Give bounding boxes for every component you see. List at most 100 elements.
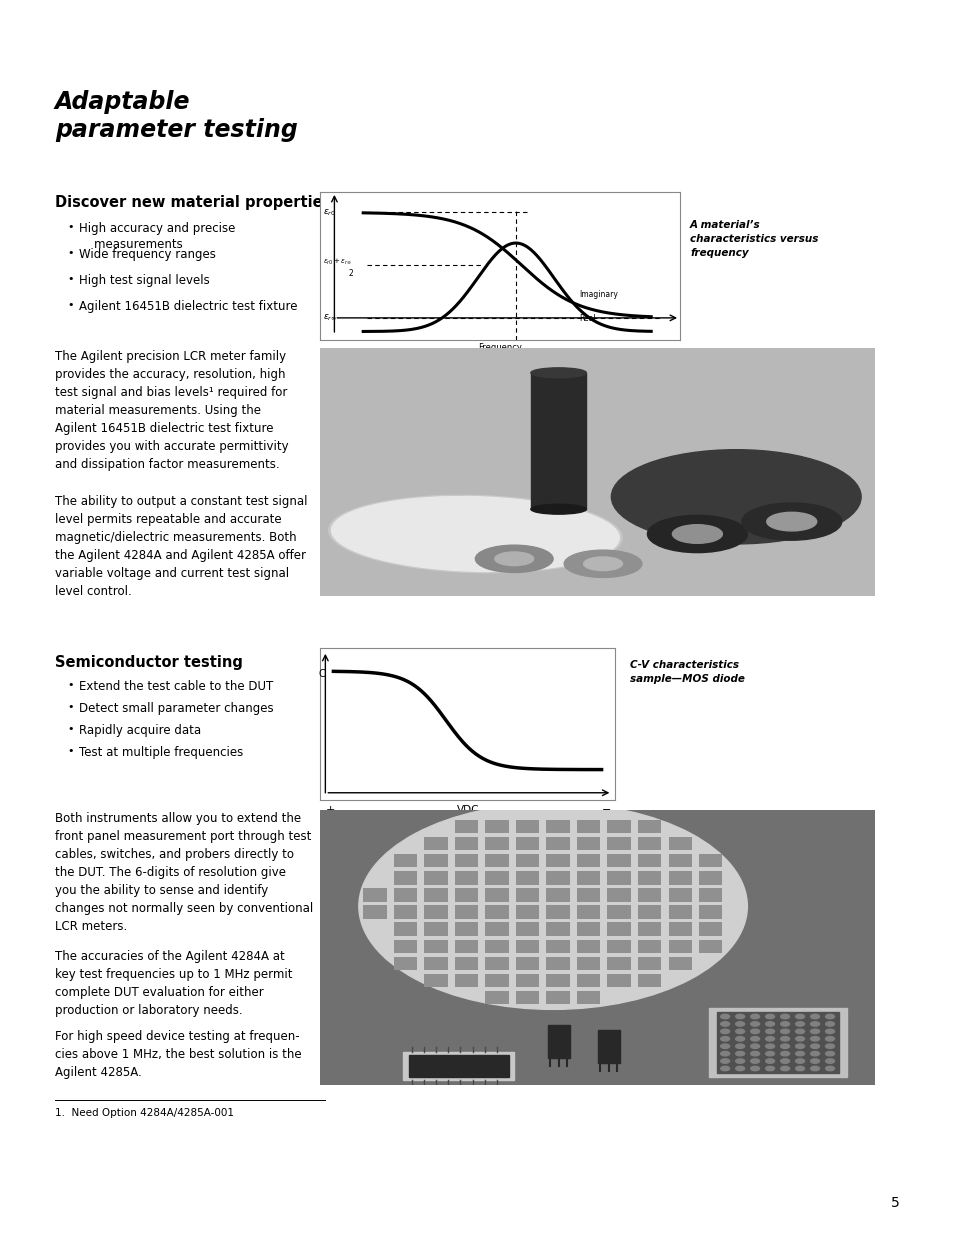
Ellipse shape xyxy=(583,557,621,571)
Bar xyxy=(607,923,630,936)
Bar xyxy=(455,855,477,867)
Bar xyxy=(516,837,538,851)
Bar xyxy=(699,888,721,902)
Bar xyxy=(638,820,660,834)
Text: For high speed device testing at frequen-
cies above 1 MHz, the best solution is: For high speed device testing at frequen… xyxy=(55,1030,301,1079)
Bar xyxy=(455,872,477,884)
Bar xyxy=(455,973,477,987)
Circle shape xyxy=(735,1021,743,1026)
Circle shape xyxy=(765,1036,774,1041)
Text: •: • xyxy=(67,680,73,690)
Bar xyxy=(607,905,630,919)
Ellipse shape xyxy=(475,545,553,573)
Ellipse shape xyxy=(495,552,533,566)
Bar xyxy=(577,905,599,919)
Circle shape xyxy=(765,1058,774,1063)
Bar xyxy=(577,872,599,884)
Bar xyxy=(546,855,569,867)
Circle shape xyxy=(810,1066,819,1071)
Circle shape xyxy=(824,1066,834,1071)
Bar xyxy=(516,957,538,969)
Bar xyxy=(638,957,660,969)
Text: Test at multiple frequencies: Test at multiple frequencies xyxy=(79,746,243,760)
Circle shape xyxy=(810,1058,819,1063)
Bar xyxy=(577,923,599,936)
Bar xyxy=(638,855,660,867)
Ellipse shape xyxy=(611,450,861,543)
Bar xyxy=(716,1013,838,1073)
Bar xyxy=(638,973,660,987)
Text: Extend the test cable to the DUT: Extend the test cable to the DUT xyxy=(79,680,273,693)
Bar xyxy=(668,888,691,902)
Circle shape xyxy=(795,1066,803,1071)
Text: Detect small parameter changes: Detect small parameter changes xyxy=(79,701,274,715)
Circle shape xyxy=(720,1066,729,1071)
Bar xyxy=(485,940,508,952)
Circle shape xyxy=(810,1036,819,1041)
Ellipse shape xyxy=(358,803,746,1009)
Text: $\varepsilon_{r0}$: $\varepsilon_{r0}$ xyxy=(322,207,335,217)
Circle shape xyxy=(750,1014,759,1019)
Bar xyxy=(455,905,477,919)
Text: Wide frequency ranges: Wide frequency ranges xyxy=(79,248,215,261)
Circle shape xyxy=(824,1014,834,1019)
Bar xyxy=(424,837,447,851)
Circle shape xyxy=(735,1058,743,1063)
Bar xyxy=(699,923,721,936)
Text: 1.  Need Option 4284A/4285A-001: 1. Need Option 4284A/4285A-001 xyxy=(55,1108,233,1118)
Circle shape xyxy=(735,1044,743,1049)
Bar xyxy=(485,888,508,902)
Bar xyxy=(363,888,386,902)
Bar xyxy=(638,872,660,884)
Text: 5: 5 xyxy=(890,1195,899,1210)
Bar xyxy=(516,923,538,936)
Circle shape xyxy=(750,1021,759,1026)
Circle shape xyxy=(750,1051,759,1056)
Text: Adaptable: Adaptable xyxy=(55,90,191,114)
Bar xyxy=(516,940,538,952)
Circle shape xyxy=(720,1058,729,1063)
Bar xyxy=(516,872,538,884)
Bar xyxy=(409,1055,508,1077)
Ellipse shape xyxy=(530,504,586,514)
Circle shape xyxy=(795,1036,803,1041)
Text: •: • xyxy=(67,274,73,284)
Circle shape xyxy=(735,1066,743,1071)
Bar xyxy=(699,872,721,884)
Text: Imaginary: Imaginary xyxy=(578,290,618,299)
Circle shape xyxy=(750,1029,759,1034)
Bar xyxy=(607,855,630,867)
Bar xyxy=(699,940,721,952)
Bar xyxy=(516,973,538,987)
Bar xyxy=(577,940,599,952)
Circle shape xyxy=(795,1029,803,1034)
Circle shape xyxy=(795,1014,803,1019)
Circle shape xyxy=(824,1021,834,1026)
Bar xyxy=(607,888,630,902)
Text: Real: Real xyxy=(578,314,596,324)
Bar xyxy=(485,973,508,987)
Text: •: • xyxy=(67,300,73,310)
Bar xyxy=(455,957,477,969)
Circle shape xyxy=(824,1044,834,1049)
Bar xyxy=(485,837,508,851)
Bar xyxy=(546,923,569,936)
Bar xyxy=(638,888,660,902)
Bar xyxy=(607,973,630,987)
Bar xyxy=(530,373,586,509)
Bar xyxy=(668,923,691,936)
Text: +: + xyxy=(325,805,335,815)
Bar xyxy=(546,888,569,902)
Bar xyxy=(546,973,569,987)
Text: •: • xyxy=(67,724,73,734)
Bar xyxy=(546,837,569,851)
Bar xyxy=(546,957,569,969)
Text: Discover new material properties: Discover new material properties xyxy=(55,195,331,210)
Text: −: − xyxy=(601,805,611,815)
Text: •: • xyxy=(67,701,73,713)
Circle shape xyxy=(780,1066,789,1071)
Bar xyxy=(577,888,599,902)
Bar xyxy=(424,888,447,902)
Text: Semiconductor testing: Semiconductor testing xyxy=(55,655,243,671)
Bar xyxy=(708,1008,846,1077)
